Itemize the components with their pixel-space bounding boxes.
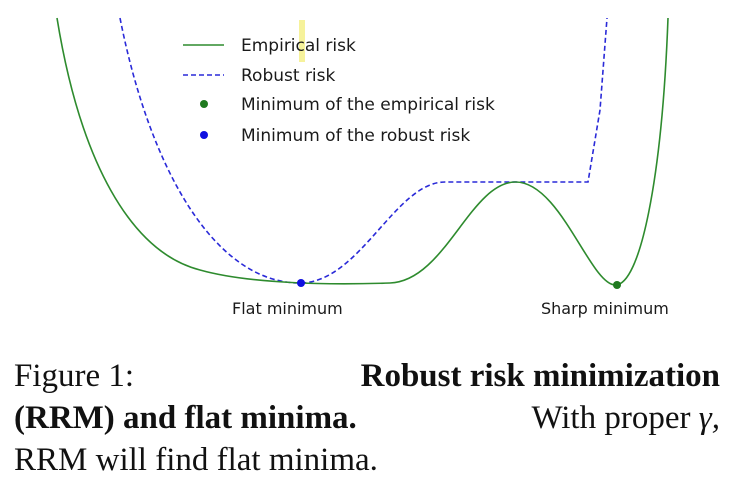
- caption-text-part2: RRM will find flat minima.: [14, 442, 378, 478]
- legend-min-empirical-label: Minimum of the empirical risk: [241, 95, 495, 115]
- caption-title-part2: (RRM) and flat minima.: [14, 400, 357, 436]
- legend-min-robust-marker: [200, 131, 208, 139]
- caption-label: Figure 1:: [14, 358, 135, 394]
- risk-figure: Empirical risk Robust risk Minimum of th…: [56, 17, 669, 318]
- figure-caption: Figure 1: Robust risk minimization (RRM)…: [14, 355, 720, 481]
- legend-empirical-label: Empirical risk: [241, 36, 356, 56]
- caption-title-part1: Robust risk minimization: [360, 358, 720, 394]
- empirical-risk-curve: [56, 17, 669, 286]
- legend-robust-label: Robust risk: [241, 66, 336, 86]
- flat-minimum-label: Flat minimum: [232, 299, 343, 318]
- legend: Empirical risk Robust risk Minimum of th…: [183, 36, 495, 146]
- highlight-mark: [299, 20, 305, 62]
- caption-line-3: RRM will find flat minima.: [14, 439, 720, 481]
- caption-line-1: Figure 1: Robust risk minimization: [14, 355, 720, 397]
- robust-minimum-marker: [297, 279, 305, 287]
- risk-plot: Empirical risk Robust risk Minimum of th…: [56, 17, 669, 318]
- caption-text-part1-wrap: With proper γ,: [531, 397, 720, 439]
- sharp-minimum-label: Sharp minimum: [541, 299, 669, 318]
- caption-gamma: γ,: [698, 400, 720, 436]
- caption-text-part1: With proper: [531, 400, 691, 436]
- caption-line-2: (RRM) and flat minima. With proper γ,: [14, 397, 720, 439]
- empirical-minimum-marker: [613, 281, 621, 289]
- robust-risk-curve: [119, 17, 608, 284]
- legend-min-empirical-marker: [200, 100, 208, 108]
- legend-min-robust-label: Minimum of the robust risk: [241, 126, 470, 146]
